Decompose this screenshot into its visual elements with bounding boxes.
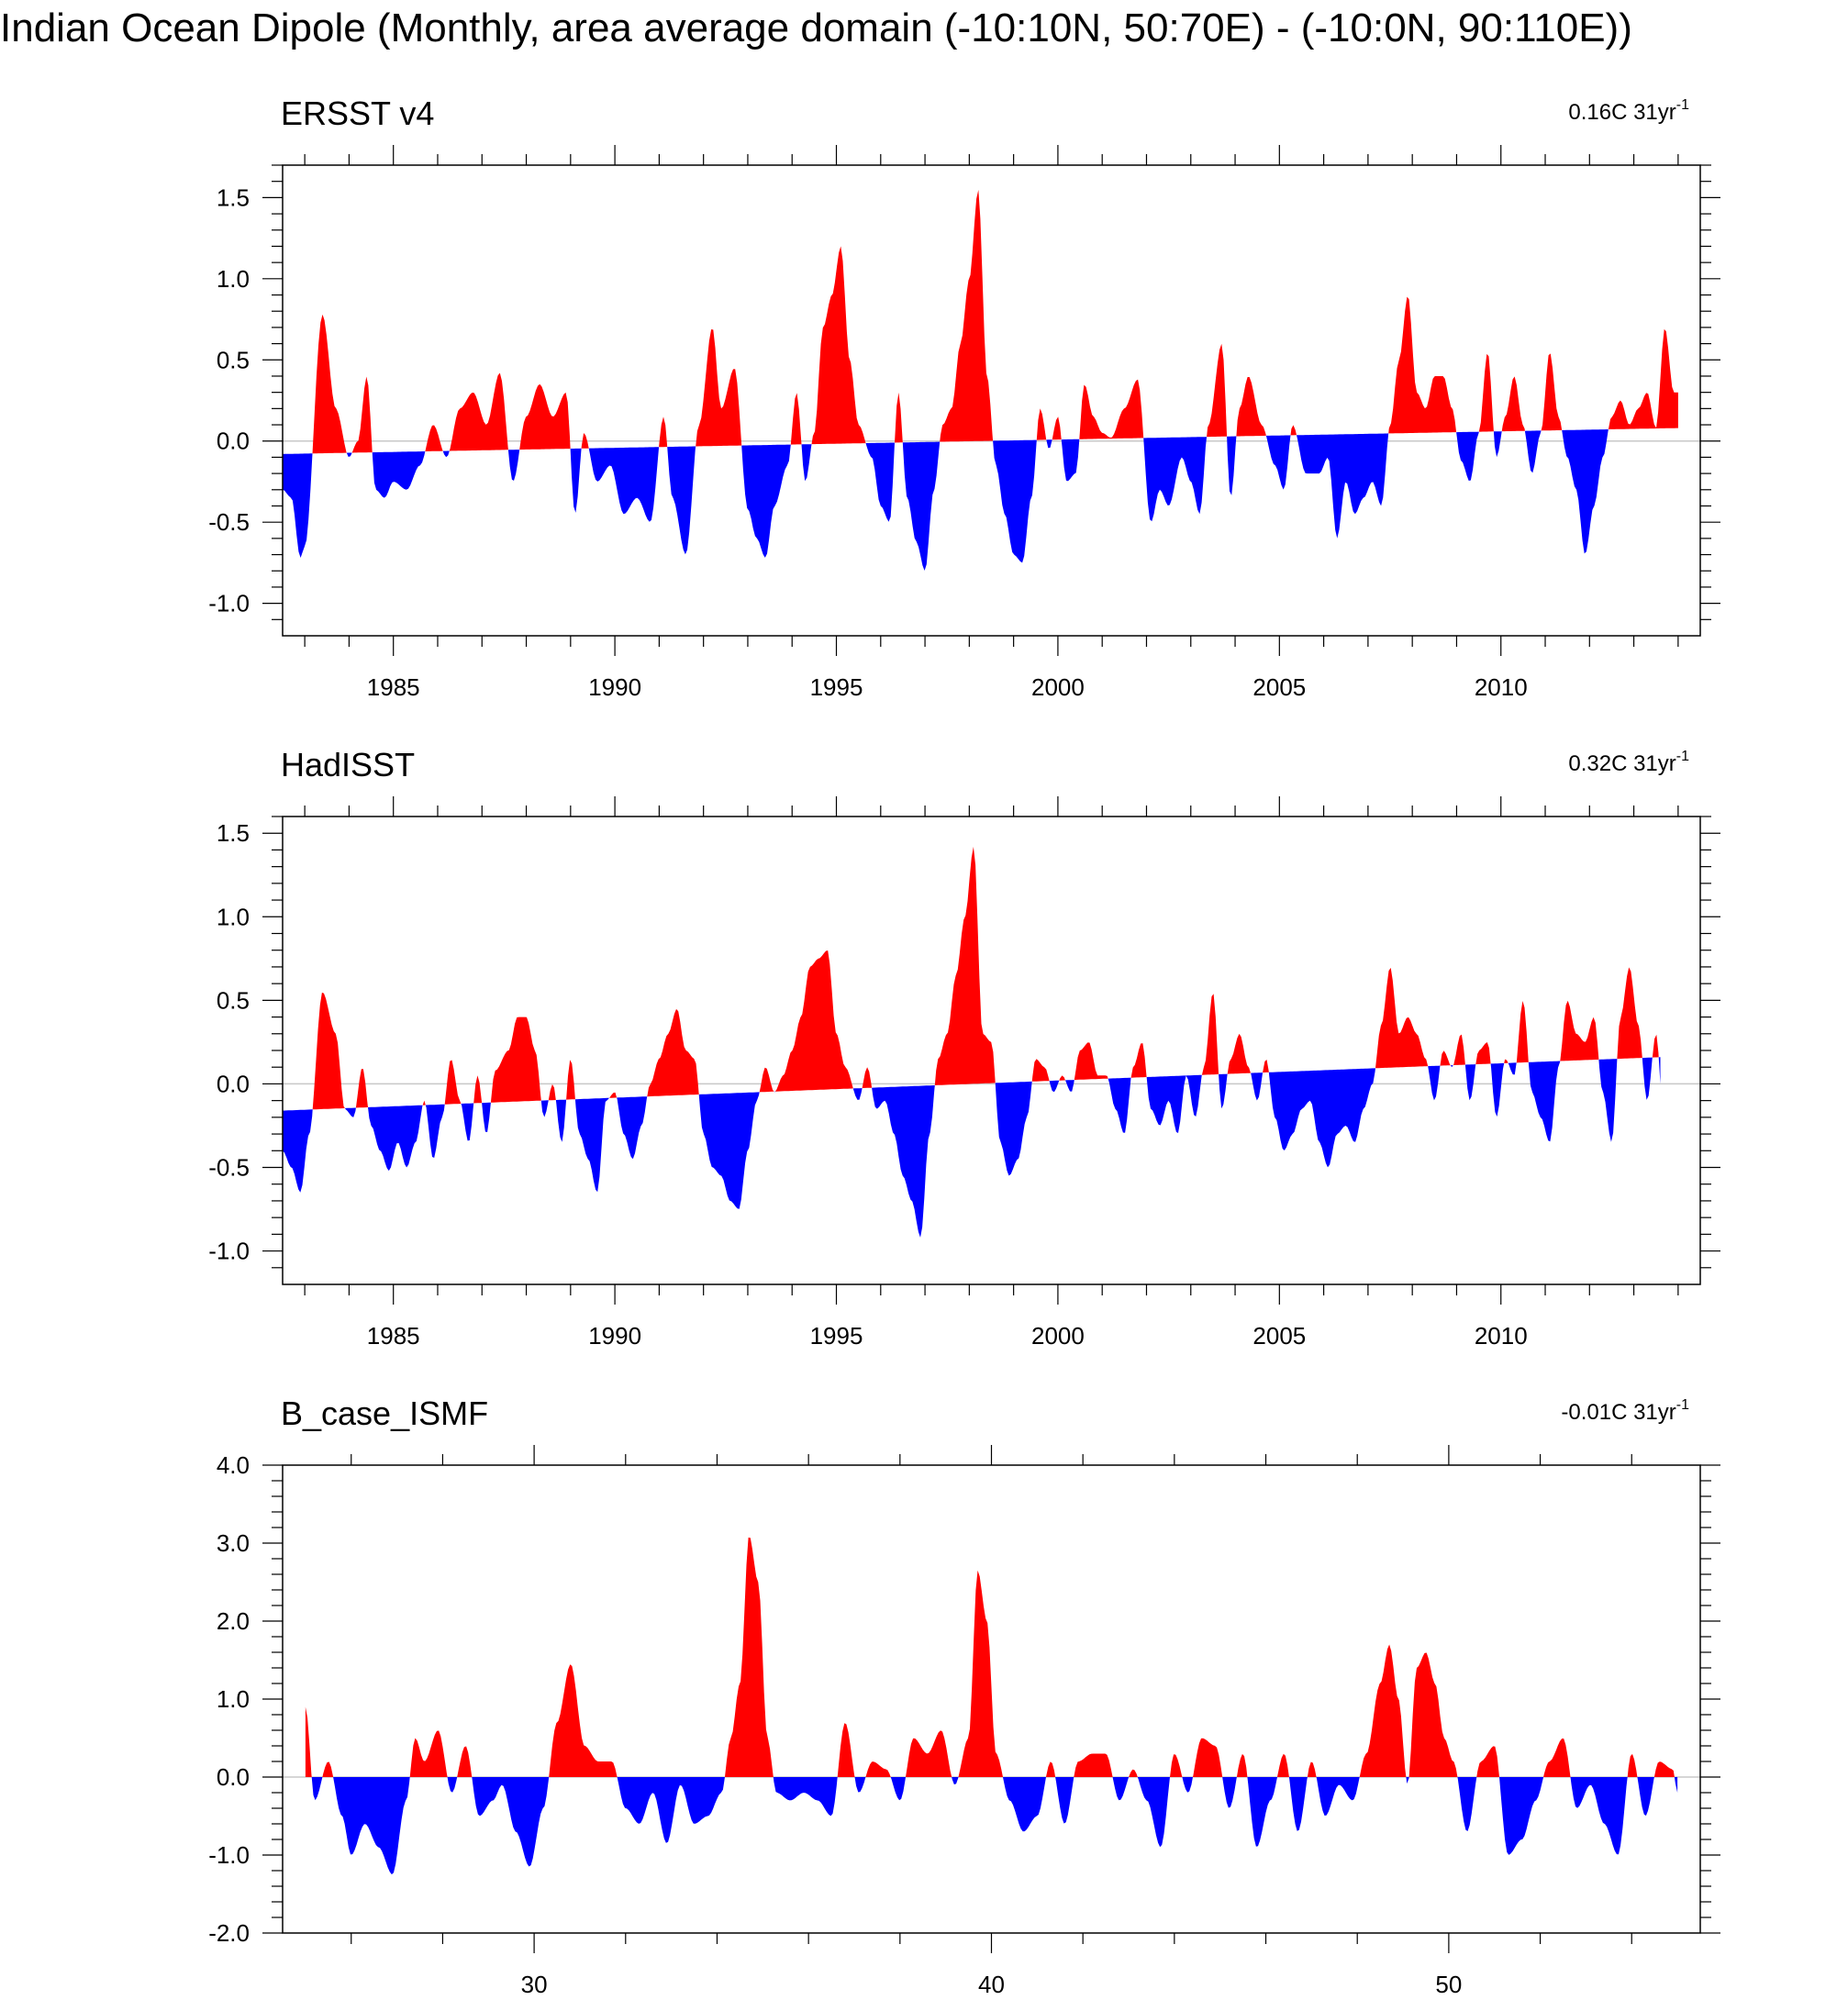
x-tick-label: 2005 <box>1252 673 1306 701</box>
x-tick-label: 1995 <box>810 673 863 701</box>
x-tick-label: 2000 <box>1031 1322 1085 1350</box>
y-tick-label: -1.0 <box>208 1841 250 1869</box>
panel-title: B_case_ISMF <box>281 1394 488 1432</box>
x-tick-label: 2000 <box>1031 673 1085 701</box>
y-tick-label: -1.0 <box>208 1238 250 1265</box>
panel-3: B_case_ISMF -0.01C 31yr-1 4.0 3.0 2.0 1.0 0.0 -… <box>208 1394 1720 1998</box>
x-tick-label: 1985 <box>367 1322 420 1350</box>
y-tick-label: 1.5 <box>217 819 250 847</box>
positive-anomaly-area <box>312 847 1659 1110</box>
panel-title: ERSST v4 <box>281 94 434 132</box>
negative-anomaly-area <box>283 1057 1661 1238</box>
panel-title: HadISST <box>281 746 415 783</box>
y-tick-label: -0.5 <box>208 508 250 536</box>
y-tick-label: -0.5 <box>208 1154 250 1182</box>
y-tick-label: 1.0 <box>217 1685 250 1713</box>
y-tick-label: 0.0 <box>217 1070 250 1097</box>
y-tick-label: 1.0 <box>217 903 250 930</box>
negative-anomaly-area <box>283 429 1609 571</box>
panel-2: HadISST 0.32C 31yr-1 1.5 1.0 0.5 0.0 -0.5 -1.0 1… <box>208 746 1720 1350</box>
y-tick-label: 1.5 <box>217 183 250 211</box>
trend-label: 0.32C 31yr-1 <box>1568 749 1689 776</box>
x-tick-label: 1990 <box>588 1322 641 1350</box>
figure-title: Indian Ocean Dipole (Monthly, area avera… <box>0 6 1632 50</box>
y-tick-label: 3.0 <box>217 1529 250 1557</box>
positive-anomaly-area <box>312 189 1678 454</box>
y-tick-label: 0.0 <box>217 428 250 455</box>
y-tick-label: 2.0 <box>217 1607 250 1635</box>
x-tick-label: 2010 <box>1475 1322 1528 1350</box>
y-tick-label: 0.5 <box>217 986 250 1014</box>
y-tick-label: 1.0 <box>217 265 250 293</box>
negative-anomaly-area <box>311 1777 1678 1875</box>
x-tick-label: 1985 <box>367 673 420 701</box>
positive-anomaly-area <box>305 1537 1675 1777</box>
trend-label: 0.16C 31yr-1 <box>1568 97 1689 125</box>
plot-frame <box>282 164 1701 637</box>
x-tick-label: 2010 <box>1475 673 1528 701</box>
trend-label: -0.01C 31yr-1 <box>1561 1397 1689 1425</box>
y-tick-label: -2.0 <box>208 1919 250 1947</box>
x-tick-label: 40 <box>978 1971 1005 1998</box>
x-tick-label: 2005 <box>1252 1322 1306 1350</box>
y-tick-label: 0.0 <box>217 1763 250 1791</box>
x-tick-label: 1995 <box>810 1322 863 1350</box>
y-tick-label: -1.0 <box>208 590 250 617</box>
y-tick-label: 4.0 <box>217 1451 250 1479</box>
panel-1: ERSST v4 0.16C 31yr-1 1.5 1.0 0.5 0.0 -0.5 -1.0… <box>208 94 1720 701</box>
x-tick-label: 1990 <box>588 673 641 701</box>
x-tick-label: 50 <box>1435 1971 1462 1998</box>
x-tick-label: 30 <box>521 1971 548 1998</box>
y-tick-label: 0.5 <box>217 346 250 373</box>
